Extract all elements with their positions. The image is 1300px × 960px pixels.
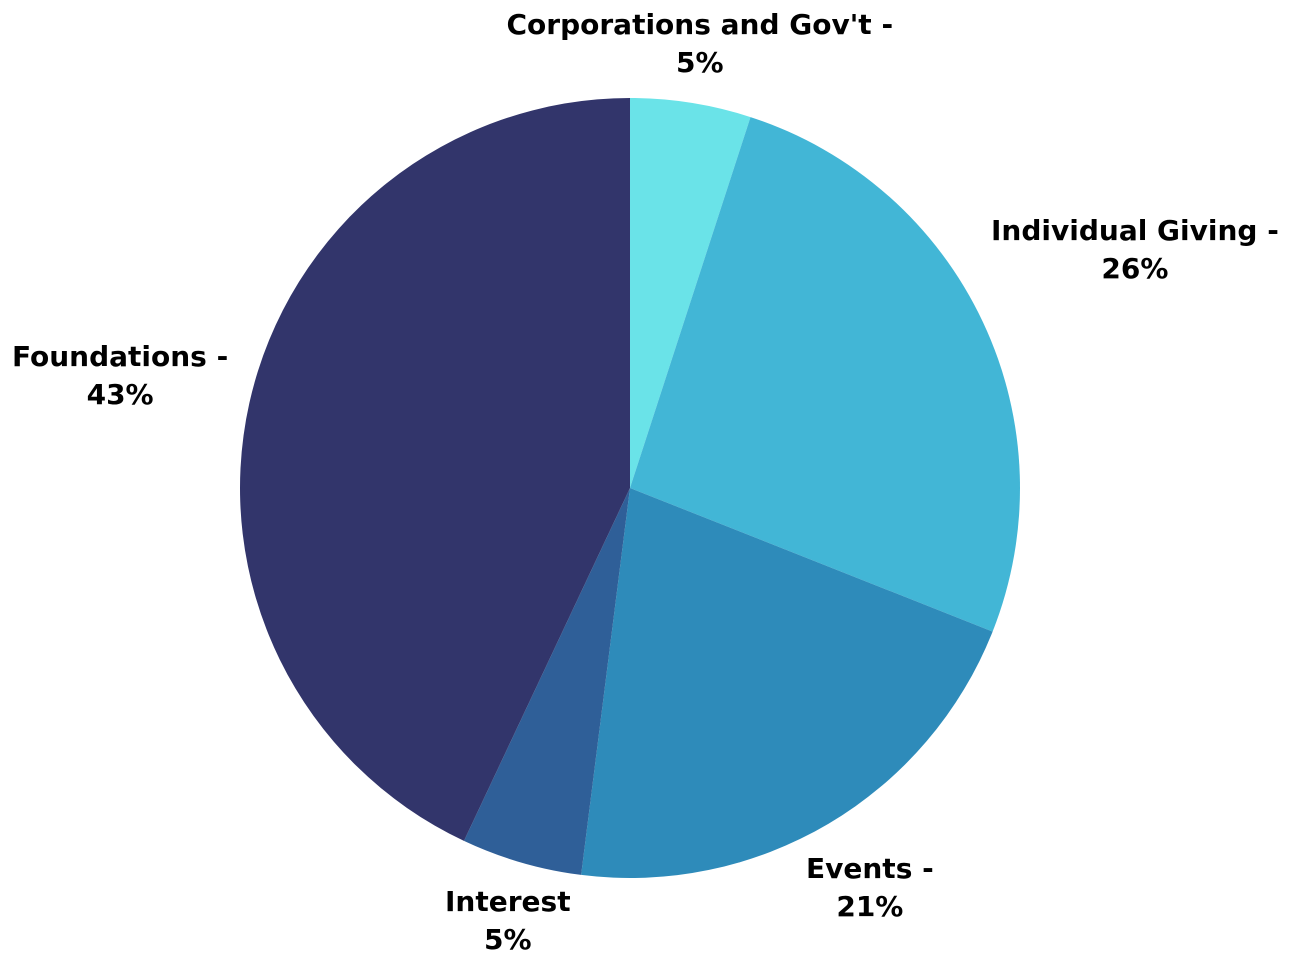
pie-slice-foundations [239, 98, 630, 841]
label-interest-name: Interest [445, 885, 571, 918]
label-interest: Interest 5% [445, 883, 571, 959]
label-foundations-name: Foundations - [12, 340, 229, 373]
label-events-name: Events - [806, 852, 934, 885]
label-individual-giving-value: 26% [1101, 252, 1169, 285]
label-corporations-govt-name: Corporations and Gov't - [506, 8, 894, 41]
label-foundations-value: 43% [86, 378, 154, 411]
pie-slice-interest [463, 488, 630, 875]
pie-slice-corporations-govt [630, 98, 751, 488]
pie-slice-individual-giving [630, 117, 1020, 632]
label-corporations-govt-value: 5% [676, 46, 724, 79]
label-foundations: Foundations - 43% [12, 338, 228, 414]
label-interest-value: 5% [484, 923, 532, 956]
pie-slice-events [581, 488, 993, 878]
label-events: Events - 21% [806, 850, 934, 926]
label-corporations-govt: Corporations and Gov't - 5% [507, 6, 894, 82]
label-events-value: 21% [836, 890, 904, 923]
label-individual-giving-name: Individual Giving - [991, 214, 1279, 247]
label-individual-giving: Individual Giving - 26% [991, 212, 1279, 288]
